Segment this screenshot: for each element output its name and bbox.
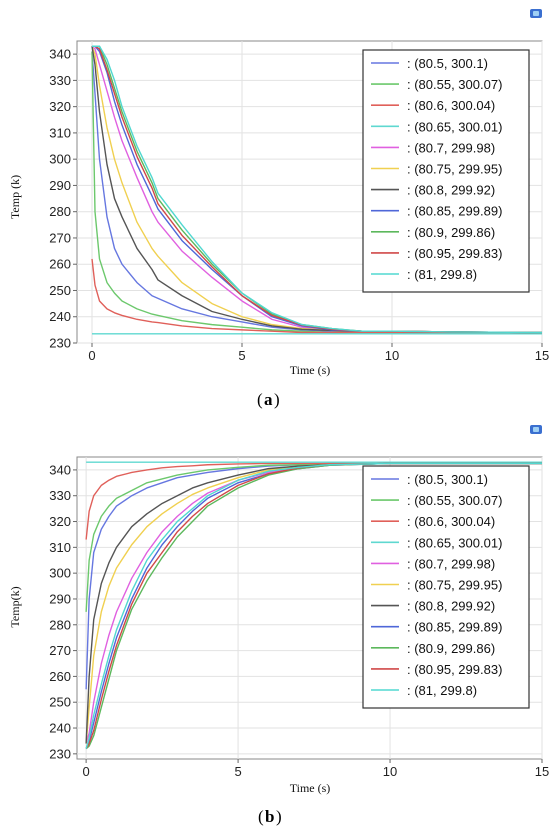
y-tick-label: 320: [49, 99, 71, 114]
series-line: [92, 45, 543, 334]
legend-box: [362, 49, 530, 293]
legend-label: : (80.5, 300.1): [407, 472, 488, 487]
y-tick-label: 250: [49, 283, 71, 298]
legend-label: : (80.75, 299.95): [407, 162, 502, 177]
y-tick-label: 300: [49, 566, 71, 581]
y-tick-label: 240: [49, 309, 71, 324]
legend-label: : (80.6, 300.04): [407, 514, 495, 529]
y-axis-label-b: Temp(k): [8, 586, 22, 627]
y-tick-label: 330: [49, 73, 71, 88]
camera-icon[interactable]: [530, 9, 542, 18]
legend-a: : (80.5, 300.1) : (80.55, 300.07) : (80.6,…: [362, 49, 530, 293]
x-tick-label: 10: [383, 764, 397, 779]
y-ticks-b: 230 240 250 260 270 280 290 300 310 320 330 340: [49, 462, 77, 761]
y-tick-label: 280: [49, 617, 71, 632]
x-tick-label: 15: [535, 348, 549, 363]
legend-label: : (80.85, 299.89): [407, 204, 502, 219]
svg-text:): ): [274, 390, 280, 409]
series-group-a: [91, 45, 543, 335]
camera-icon[interactable]: [530, 425, 542, 434]
y-tick-label: 270: [49, 643, 71, 658]
legend-label: : (80.9, 299.86): [407, 225, 495, 240]
x-tick-label: 0: [88, 348, 95, 363]
legend-box: [362, 465, 530, 709]
chart-panel-b: 0 5 10 15 230 240 250 260 270 280 290 300 310 320 330…: [8, 425, 549, 826]
series-line: [85, 462, 542, 540]
legend-label: : (80.9, 299.86): [407, 641, 495, 656]
svg-text:(: (: [257, 390, 263, 409]
legend-label: : (80.75, 299.95): [407, 578, 502, 593]
legend-label: : (80.5, 300.1): [407, 56, 488, 71]
legend-label: : (80.85, 299.89): [407, 620, 502, 635]
panel-label-b: ( b ): [258, 807, 282, 826]
y-tick-label: 290: [49, 591, 71, 606]
x-tick-label: 10: [385, 348, 399, 363]
legend-label: : (80.7, 299.98): [407, 556, 495, 571]
x-ticks-a: 0 5 10 15: [88, 343, 549, 363]
y-tick-label: 230: [49, 746, 71, 761]
legend-label: : (81, 299.8): [407, 683, 477, 698]
panel-letter-a: a: [264, 390, 273, 409]
x-axis-label-a: Time (s): [290, 363, 331, 377]
x-tick-label: 0: [83, 764, 90, 779]
svg-text:(: (: [258, 807, 264, 826]
x-tick-label: 5: [238, 348, 245, 363]
y-tick-label: 340: [49, 462, 71, 477]
legend-label: : (80.95, 299.83): [407, 662, 502, 677]
series-group-b: [85, 461, 542, 750]
legend-b: : (80.5, 300.1) : (80.55, 300.07) : (80.6,…: [362, 465, 530, 709]
x-tick-label: 15: [535, 764, 549, 779]
y-tick-label: 240: [49, 721, 71, 736]
x-axis-label-b: Time (s): [290, 781, 331, 795]
legend-label: : (80.95, 299.83): [407, 246, 502, 261]
legend-label: : (80.55, 300.07): [407, 493, 502, 508]
y-tick-label: 230: [49, 336, 71, 351]
y-tick-label: 310: [49, 125, 71, 140]
x-tick-label: 5: [234, 764, 241, 779]
legend-label: : (81, 299.8): [407, 267, 477, 282]
panel-letter-b: b: [265, 807, 274, 826]
y-ticks-a: 230 240 250 260 270 280 290 300 310 320 330 340: [49, 47, 77, 351]
legend-label: : (80.7, 299.98): [407, 140, 495, 155]
y-tick-label: 280: [49, 204, 71, 219]
series-line: [85, 462, 542, 749]
legend-label: : (80.55, 300.07): [407, 77, 502, 92]
chart-panel-a: 0 5 10 15 230 240 250 260 270 280 290 300 310 320 330…: [8, 9, 549, 409]
y-tick-label: 300: [49, 152, 71, 167]
panel-label-a: ( a ): [257, 390, 280, 409]
y-tick-label: 260: [49, 257, 71, 272]
y-tick-label: 310: [49, 540, 71, 555]
legend-label: : (80.65, 300.01): [407, 119, 502, 134]
y-tick-label: 270: [49, 230, 71, 245]
y-tick-label: 290: [49, 178, 71, 193]
y-tick-label: 260: [49, 669, 71, 684]
legend-label: : (80.8, 299.92): [407, 183, 495, 198]
legend-label: : (80.65, 300.01): [407, 535, 502, 550]
x-ticks-b: 0 5 10 15: [83, 759, 549, 779]
legend-label: : (80.6, 300.04): [407, 98, 495, 113]
y-tick-label: 250: [49, 695, 71, 710]
y-axis-label-a: Temp (k): [8, 175, 22, 219]
y-tick-label: 330: [49, 488, 71, 503]
y-tick-label: 320: [49, 514, 71, 529]
series-line: [91, 258, 542, 334]
svg-text:): ): [276, 807, 282, 826]
y-tick-label: 340: [49, 47, 71, 62]
legend-label: : (80.8, 299.92): [407, 599, 495, 614]
